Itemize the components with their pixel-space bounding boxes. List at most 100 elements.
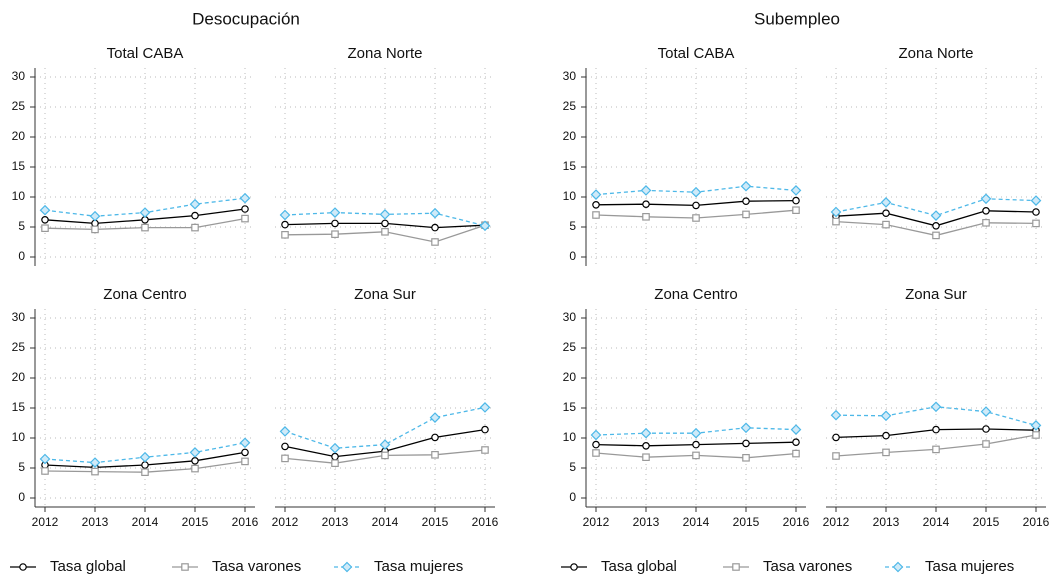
point bbox=[832, 217, 840, 226]
legend-label: Tasa mujeres bbox=[925, 558, 1014, 575]
y-tick-label: 25 bbox=[563, 340, 577, 354]
y-tick-label: 5 bbox=[18, 460, 25, 474]
point bbox=[431, 223, 439, 232]
point bbox=[241, 214, 249, 223]
panel-title: Zona Centro bbox=[103, 286, 186, 303]
x-tick-label: 2012 bbox=[272, 515, 299, 529]
point bbox=[431, 238, 439, 246]
y-tick-label: 30 bbox=[563, 310, 577, 324]
point bbox=[880, 410, 892, 422]
point bbox=[742, 439, 750, 448]
point bbox=[139, 451, 151, 463]
series-line: Tasa mujeres bbox=[284, 406, 486, 449]
legend-label: Tasa global bbox=[601, 558, 677, 575]
point bbox=[830, 206, 842, 218]
y-tick-label: 25 bbox=[12, 99, 26, 113]
point bbox=[89, 457, 101, 468]
point bbox=[279, 426, 291, 437]
point bbox=[381, 228, 389, 236]
x-tick-label: 2012 bbox=[823, 515, 850, 529]
y-tick-label: 20 bbox=[12, 129, 26, 143]
point bbox=[281, 442, 289, 451]
point bbox=[241, 205, 249, 213]
point bbox=[381, 219, 389, 228]
panel-title: Zona Centro bbox=[654, 286, 737, 303]
x-tick-label: 2012 bbox=[32, 515, 59, 529]
point bbox=[980, 193, 992, 205]
legend-marker bbox=[19, 563, 27, 571]
x-tick-label: 2012 bbox=[583, 515, 610, 529]
x-tick-label: 2013 bbox=[873, 515, 900, 529]
x-tick-label: 2014 bbox=[683, 515, 710, 529]
x-tick-label: 2013 bbox=[82, 515, 109, 529]
point bbox=[932, 222, 940, 230]
point bbox=[982, 425, 990, 433]
point bbox=[379, 209, 391, 220]
point bbox=[792, 206, 800, 215]
legend-label: Tasa varones bbox=[212, 558, 301, 575]
point bbox=[740, 422, 752, 434]
point bbox=[1032, 431, 1040, 439]
point bbox=[479, 402, 491, 413]
y-tick-label: 10 bbox=[563, 430, 577, 444]
point bbox=[692, 440, 700, 449]
point bbox=[790, 424, 802, 435]
y-tick-label: 20 bbox=[563, 370, 577, 384]
point bbox=[331, 230, 339, 239]
y-tick-label: 30 bbox=[12, 310, 26, 324]
point bbox=[982, 219, 990, 227]
point bbox=[642, 213, 650, 221]
point bbox=[742, 197, 750, 206]
point bbox=[89, 210, 101, 222]
point bbox=[429, 412, 441, 423]
point bbox=[932, 425, 940, 434]
point bbox=[381, 451, 389, 460]
point bbox=[331, 219, 339, 228]
point bbox=[590, 189, 602, 200]
point bbox=[239, 437, 251, 449]
point bbox=[882, 431, 890, 440]
point bbox=[431, 451, 439, 459]
legend-marker bbox=[892, 561, 904, 573]
x-tick-label: 2015 bbox=[422, 515, 449, 529]
point bbox=[41, 224, 49, 233]
x-tick-label: 2015 bbox=[973, 515, 1000, 529]
y-tick-label: 25 bbox=[12, 340, 26, 354]
point bbox=[279, 209, 291, 221]
y-tick-label: 25 bbox=[563, 99, 577, 113]
point bbox=[640, 185, 652, 196]
point bbox=[479, 220, 491, 232]
point bbox=[832, 433, 840, 442]
point bbox=[41, 467, 49, 475]
y-tick-label: 0 bbox=[18, 249, 25, 263]
point bbox=[281, 454, 289, 463]
point bbox=[982, 440, 990, 448]
x-tick-label: 2016 bbox=[1023, 515, 1050, 529]
point bbox=[1032, 208, 1040, 216]
point bbox=[590, 429, 602, 441]
point bbox=[429, 207, 441, 219]
point bbox=[642, 200, 650, 209]
point bbox=[481, 425, 489, 434]
y-tick-label: 10 bbox=[12, 430, 26, 444]
point bbox=[331, 459, 339, 468]
legend-marker bbox=[570, 563, 578, 571]
y-tick-label: 0 bbox=[569, 249, 576, 263]
point bbox=[740, 180, 752, 192]
panel-title: Zona Norte bbox=[898, 45, 973, 62]
point bbox=[281, 220, 289, 229]
point bbox=[692, 201, 700, 210]
point bbox=[191, 223, 199, 232]
y-tick-label: 0 bbox=[18, 490, 25, 504]
legend-label: Tasa global bbox=[50, 558, 126, 575]
point bbox=[239, 192, 251, 204]
point bbox=[592, 201, 600, 209]
y-tick-label: 5 bbox=[569, 460, 576, 474]
y-tick-label: 15 bbox=[12, 159, 26, 173]
point bbox=[1032, 219, 1040, 228]
x-tick-label: 2013 bbox=[633, 515, 660, 529]
y-tick-label: 15 bbox=[563, 400, 577, 414]
point bbox=[932, 445, 940, 454]
x-tick-label: 2016 bbox=[232, 515, 259, 529]
point bbox=[692, 214, 700, 222]
